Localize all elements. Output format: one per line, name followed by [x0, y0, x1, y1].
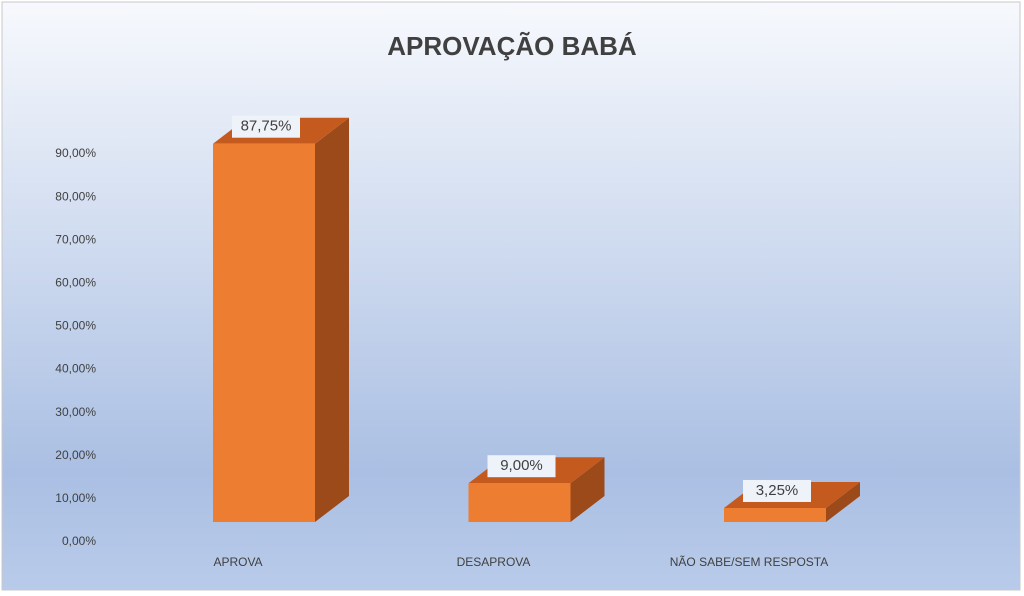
value-label-box [232, 115, 300, 138]
y-tick-label: 90,00% [55, 146, 96, 160]
y-tick-label: 0,00% [62, 534, 96, 548]
value-label: 87,75% [241, 118, 292, 135]
y-tick-label: 70,00% [55, 232, 96, 246]
bar-side [570, 457, 605, 522]
bar-side [826, 481, 860, 522]
value-label-box [743, 479, 811, 502]
y-tick-label: 80,00% [55, 189, 96, 203]
bar [213, 143, 315, 522]
x-tick-label: DESAPROVA [457, 555, 531, 569]
y-tick-label: 40,00% [55, 362, 96, 376]
bar [468, 483, 571, 522]
bar-side [315, 117, 349, 522]
chart-title: APROVAÇÃO BABÁ [387, 31, 637, 61]
value-label-box [487, 455, 556, 478]
x-tick-label: APROVA [213, 555, 262, 569]
value-label: 9,00% [500, 457, 543, 474]
y-tick-label: 60,00% [55, 276, 96, 290]
y-tick-label: 20,00% [55, 448, 96, 462]
x-tick-label: NÃO SABE/SEM RESPOSTA [670, 555, 828, 569]
y-tick-label: 30,00% [55, 405, 96, 419]
value-label: 3,25% [756, 482, 799, 499]
y-tick-label: 50,00% [55, 319, 96, 333]
bar [724, 507, 826, 522]
y-tick-label: 10,00% [55, 491, 96, 505]
